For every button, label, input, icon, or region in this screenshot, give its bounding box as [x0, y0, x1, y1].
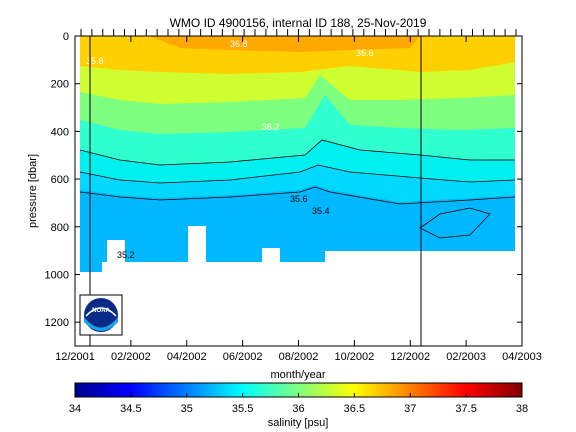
contour-label: 35.6: [290, 194, 308, 204]
y-axis: 0 200 400 600 800 1000 1200: [45, 31, 522, 329]
y-tick-label: 400: [51, 126, 69, 138]
layer-36-9: [150, 36, 420, 52]
x-tick-label: 02/2003: [446, 351, 486, 363]
colorbar-tick-label: 36: [292, 403, 304, 415]
colorbar-tick-label: 35: [181, 403, 193, 415]
contour-line: [79, 164, 516, 184]
x-tick-label: 12/2001: [55, 351, 95, 363]
colorbar-tick-label: 34: [69, 403, 81, 415]
contour-label: 36.6: [356, 48, 374, 58]
x-axis: 12/2001 02/2002 04/2002 06/2002 08/2002 10/20…: [55, 36, 542, 363]
contour-label: 35.8: [86, 56, 104, 66]
y-tick-label: 1200: [45, 317, 69, 329]
logo-text: NOAA: [92, 308, 110, 314]
contour-label: 36.8: [230, 39, 248, 49]
logo-wave: [84, 317, 118, 331]
colorbar-tick-label: 34.5: [120, 403, 141, 415]
colorbar-label: salinity [psu]: [268, 417, 329, 429]
x-axis-label: month/year: [270, 369, 325, 381]
x-tick-label: 02/2002: [111, 351, 151, 363]
x-tick-label: 04/2003: [502, 351, 542, 363]
colorbar-tick-label: 36.5: [344, 403, 365, 415]
contour-label: 35.4: [312, 206, 330, 216]
logo-bird: [85, 307, 117, 317]
contour-label: 36.2: [262, 122, 280, 132]
contour-line: [79, 186, 516, 205]
x-tick-label: 12/2002: [390, 351, 430, 363]
y-tick-label: 0: [63, 31, 69, 43]
colorbar-tick-label: 37: [404, 403, 416, 415]
chart-title: WMO ID 4900156, internal ID 188, 25-Nov-…: [170, 16, 427, 30]
x-minor-ticks: [80, 29, 517, 36]
y-axis-label: pressure [dbar]: [27, 154, 39, 228]
layer-35-3-tail: [80, 262, 102, 272]
logo-circle: [84, 298, 118, 332]
colorbar-axis: 34 34.5 35 35.5 36 36.5 37 37.5 38: [69, 393, 528, 415]
noaa-logo: NOAA: [79, 294, 123, 336]
x-tick-label: 06/2002: [223, 351, 263, 363]
contour-label: 35.2: [117, 250, 135, 260]
contour-lines: [79, 139, 516, 239]
contour-line: [419, 207, 491, 239]
x-tick-label: 04/2002: [167, 351, 207, 363]
colorbar-tick-label: 37.5: [455, 403, 476, 415]
y-tick-label: 600: [51, 174, 69, 186]
colorbar-tick-label: 35.5: [232, 403, 253, 415]
colorbar-tick-label: 38: [516, 403, 528, 415]
data-gap: [325, 251, 515, 263]
y-tick-label: 1000: [45, 269, 69, 281]
x-tick-label: 08/2002: [279, 351, 319, 363]
y-tick-label: 200: [51, 79, 69, 91]
salinity-field: [80, 36, 515, 346]
x-tick-label: 10/2002: [334, 351, 374, 363]
data-gap: [80, 262, 515, 346]
data-gap: [188, 226, 206, 270]
y-tick-label: 800: [51, 222, 69, 234]
contour-line: [79, 139, 515, 166]
contour-label-group: 35.2 35.4 35.6 35.8 36.2 36.6 36.8: [86, 39, 374, 260]
